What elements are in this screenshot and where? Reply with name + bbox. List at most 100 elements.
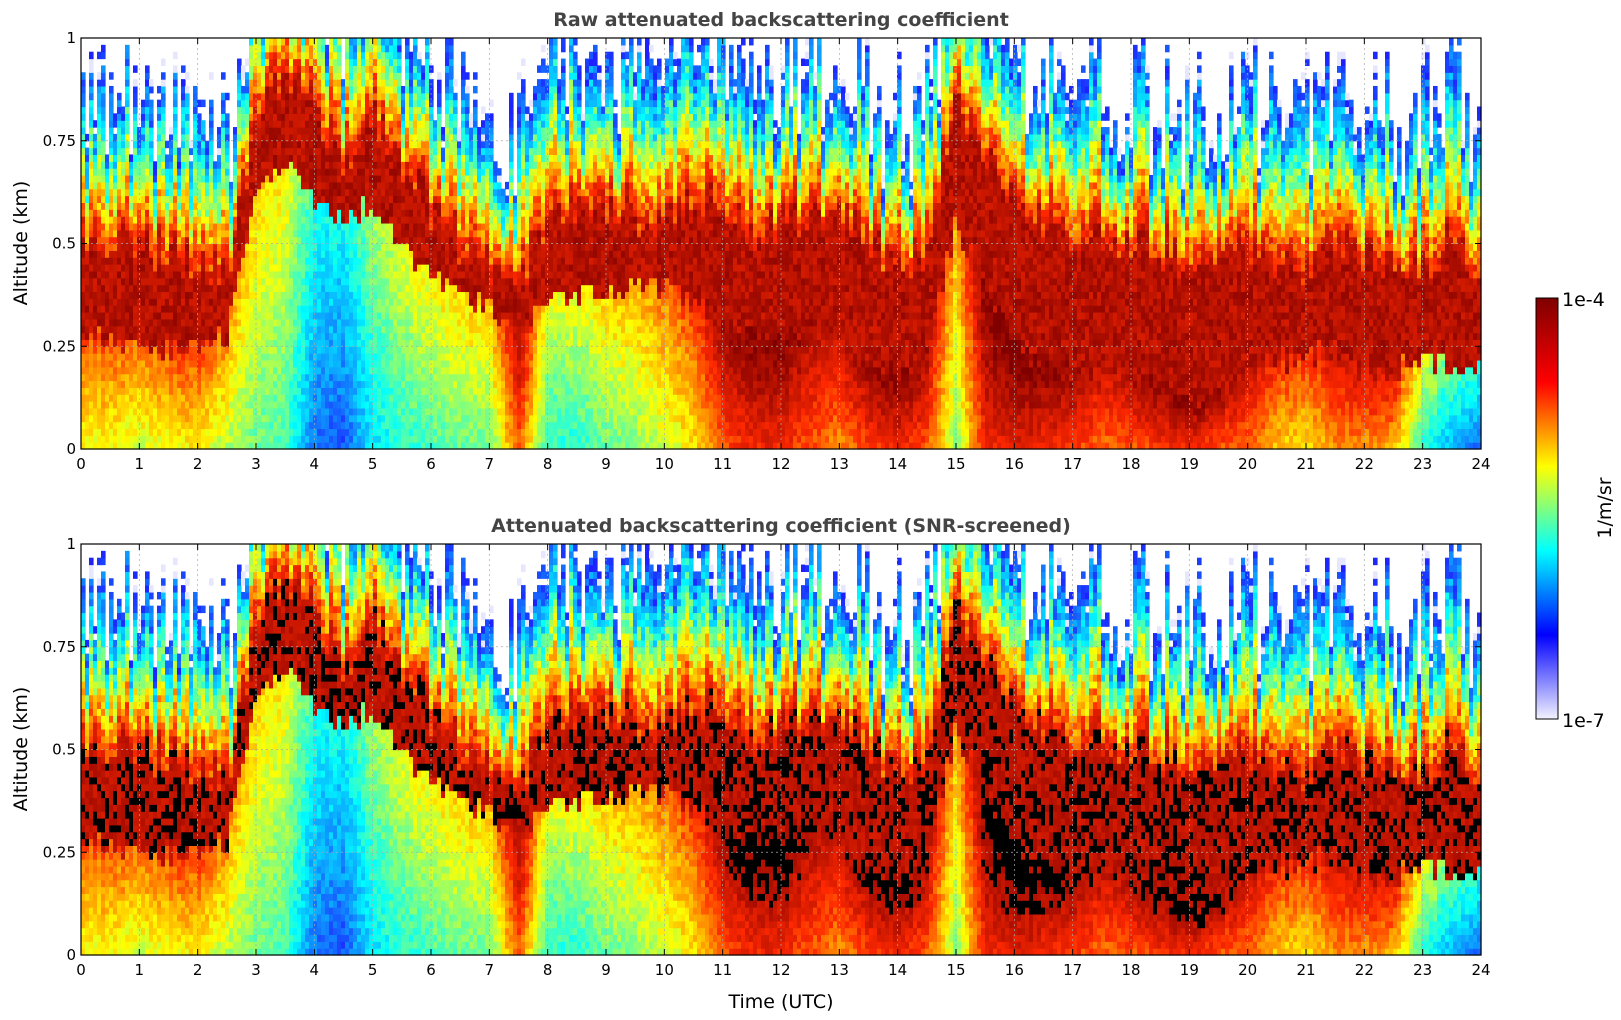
heatmap-cell [105, 415, 110, 422]
heatmap-cell [117, 353, 122, 360]
heatmap-cell [121, 312, 126, 319]
heatmap-cell [121, 271, 126, 278]
heatmap-cell [117, 428, 122, 435]
heatmap-cell [129, 346, 134, 353]
heatmap-cell [113, 209, 118, 216]
heatmap-cell [117, 285, 122, 292]
heatmap-cell [93, 374, 98, 381]
heatmap-cell [105, 394, 110, 401]
heatmap-cell [85, 326, 90, 333]
heatmap-cell [133, 175, 138, 182]
heatmap-cell [101, 435, 106, 442]
heatmap-cell [105, 264, 110, 271]
heatmap-cell [81, 401, 86, 408]
heatmap-cell [109, 339, 114, 346]
heatmap-cell [125, 271, 130, 278]
heatmap-cell [101, 381, 106, 388]
heatmap-cell [101, 120, 106, 127]
heatmap-cell [121, 367, 126, 374]
heatmap-cell [105, 189, 110, 196]
heatmap-cell [133, 374, 138, 381]
heatmap-cell [105, 381, 110, 388]
heatmap-cell [109, 244, 114, 251]
heatmap-cell [89, 244, 94, 251]
heatmap-cell [133, 428, 138, 435]
heatmap-cell [97, 93, 102, 100]
heatmap-cell [133, 65, 138, 72]
heatmap-cell [89, 237, 94, 244]
heatmap-cell [85, 182, 90, 189]
heatmap-cell [117, 435, 122, 442]
heatmap-cell [117, 93, 122, 100]
heatmap-cell [121, 209, 126, 216]
heatmap-cell [129, 223, 134, 230]
heatmap-cell [113, 408, 118, 415]
heatmap-cell [85, 291, 90, 298]
heatmap-cell [85, 394, 90, 401]
heatmap-cell [113, 216, 118, 223]
heatmap-cell [101, 346, 106, 353]
heatmap-cell [97, 250, 102, 257]
heatmap-cell [89, 154, 94, 161]
heatmap-cell [81, 100, 86, 107]
heatmap-cell [97, 271, 102, 278]
heatmap-cell [93, 422, 98, 429]
heatmap-cell [89, 298, 94, 305]
heatmap-cell [109, 415, 114, 422]
heatmap-cell [105, 196, 110, 203]
heatmap-cell [117, 161, 122, 168]
heatmap-cell [113, 141, 118, 148]
heatmap-cell [89, 107, 94, 114]
heatmap-cell [125, 422, 130, 429]
heatmap-cell [109, 141, 114, 148]
heatmap-cell [125, 387, 130, 394]
heatmap-cell [105, 285, 110, 292]
heatmap-cell [105, 154, 110, 161]
heatmap-cell [109, 175, 114, 182]
heatmap-cell [89, 72, 94, 79]
heatmap-cell [125, 79, 130, 86]
heatmap-cell [89, 189, 94, 196]
heatmap-cell [121, 285, 126, 292]
heatmap-cell [133, 93, 138, 100]
heatmap-cell [125, 196, 130, 203]
heatmap-cell [93, 326, 98, 333]
heatmap-cell [105, 209, 110, 216]
heatmap-cell [133, 291, 138, 298]
heatmap-cell [101, 154, 106, 161]
heatmap-cell [121, 291, 126, 298]
heatmap-cell [109, 278, 114, 285]
heatmap-cell [113, 134, 118, 141]
heatmap-cell [93, 223, 98, 230]
heatmap-cell [89, 168, 94, 175]
heatmap-cell [105, 298, 110, 305]
heatmap-cell [109, 93, 114, 100]
heatmap-cell [85, 333, 90, 340]
heatmap-cell [101, 148, 106, 155]
heatmap-cell [113, 250, 118, 257]
heatmap-cell [101, 367, 106, 374]
heatmap-cell [109, 346, 114, 353]
heatmap-cell [133, 415, 138, 422]
heatmap-cell [113, 148, 118, 155]
heatmap-cell [89, 428, 94, 435]
heatmap-cell [89, 141, 94, 148]
heatmap-cell [109, 100, 114, 107]
heatmap-cell [97, 264, 102, 271]
heatmap-cell [85, 415, 90, 422]
heatmap-cell [113, 278, 118, 285]
heatmap-cell [121, 196, 126, 203]
heatmap-cell [101, 175, 106, 182]
heatmap-cell [93, 291, 98, 298]
heatmap-cell [109, 189, 114, 196]
heatmap-cell [133, 113, 138, 120]
heatmap-cell [117, 107, 122, 114]
heatmap-cell [117, 230, 122, 237]
heatmap-cell [133, 408, 138, 415]
heatmap-cell [129, 401, 134, 408]
heatmap-cell [89, 353, 94, 360]
heatmap-cell [89, 333, 94, 340]
heatmap-cell [89, 278, 94, 285]
heatmap-cell [81, 237, 86, 244]
heatmap-cell [81, 346, 86, 353]
